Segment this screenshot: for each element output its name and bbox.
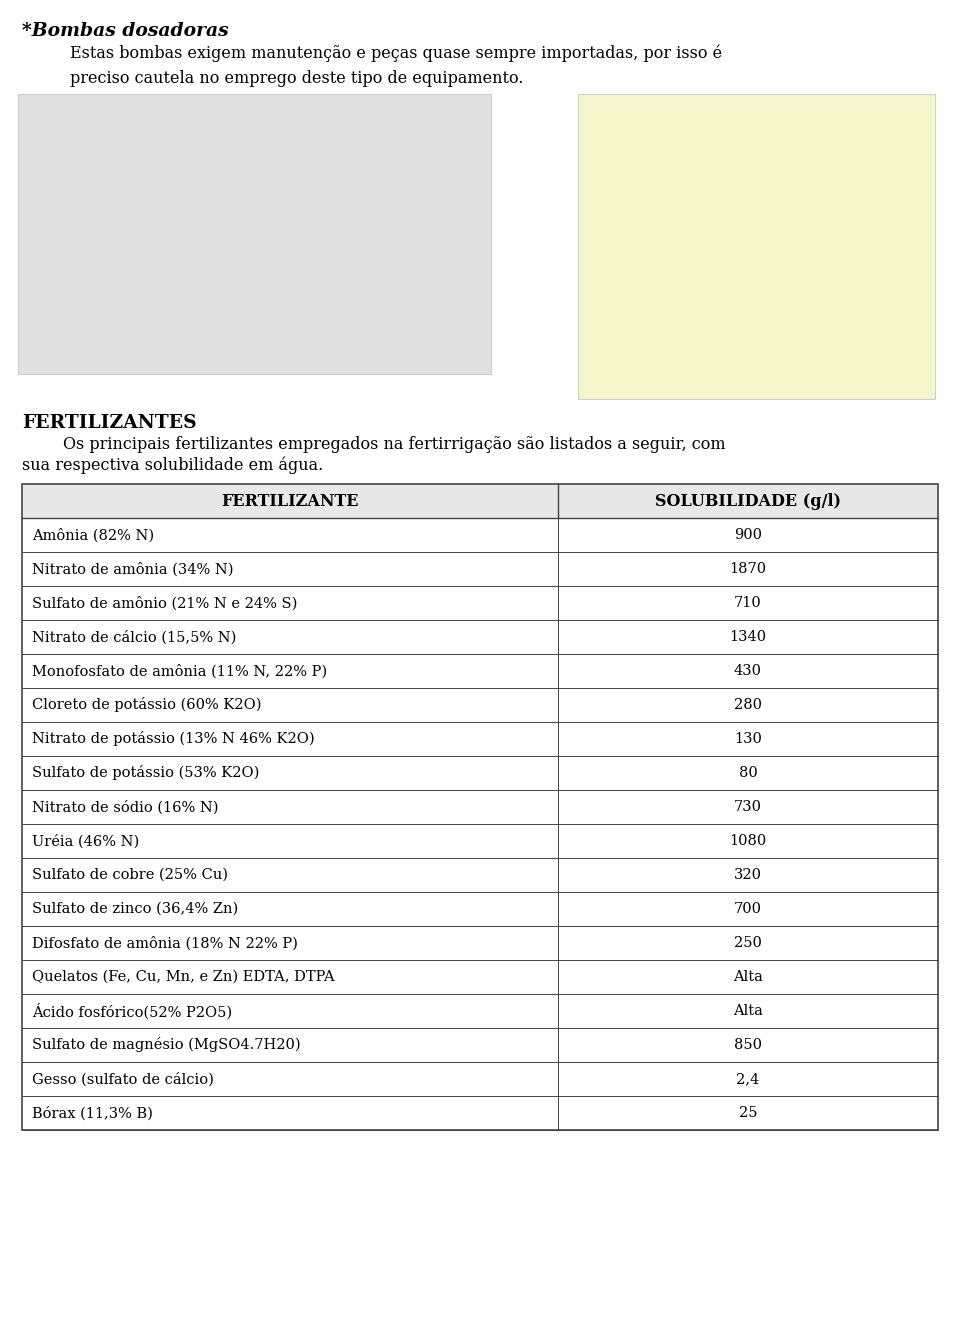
Bar	[22, 484, 938, 518]
Text: Gesso (sulfato de cálcio): Gesso (sulfato de cálcio)	[32, 1071, 214, 1086]
Text: 710: 710	[734, 595, 762, 610]
Bar	[22, 1062, 938, 1096]
Text: 730: 730	[734, 800, 762, 813]
Text: FERTILIZANTE: FERTILIZANTE	[221, 493, 359, 509]
Bar	[18, 94, 491, 373]
Bar	[22, 1029, 938, 1062]
Text: Os principais fertilizantes empregados na fertirrigação são listados a seguir, c: Os principais fertilizantes empregados n…	[22, 436, 726, 453]
Text: 2,4: 2,4	[736, 1073, 759, 1086]
Text: Sulfato de cobre (25% Cu): Sulfato de cobre (25% Cu)	[32, 868, 228, 882]
Text: FERTILIZANTES: FERTILIZANTES	[22, 415, 197, 432]
Text: Bórax (11,3% B): Bórax (11,3% B)	[32, 1106, 153, 1120]
Text: 280: 280	[734, 698, 762, 712]
Bar	[22, 994, 938, 1029]
Text: Alta: Alta	[733, 1003, 763, 1018]
Text: 700: 700	[734, 902, 762, 916]
Text: *Bombas dosadoras: *Bombas dosadoras	[22, 23, 228, 40]
Bar	[22, 859, 938, 892]
Bar	[22, 789, 938, 824]
Text: Sulfato de amônio (21% N e 24% S): Sulfato de amônio (21% N e 24% S)	[32, 595, 298, 610]
Text: Nitrato de amônia (34% N): Nitrato de amônia (34% N)	[32, 562, 233, 577]
Text: Amônia (82% N): Amônia (82% N)	[32, 528, 155, 542]
Bar	[22, 586, 938, 621]
Text: 320: 320	[734, 868, 762, 882]
Text: Cloreto de potássio (60% K2O): Cloreto de potássio (60% K2O)	[32, 698, 261, 712]
Text: Uréia (46% N): Uréia (46% N)	[32, 833, 139, 848]
Text: Difosfato de amônia (18% N 22% P): Difosfato de amônia (18% N 22% P)	[32, 936, 298, 950]
Text: 80: 80	[738, 766, 757, 780]
Bar	[22, 654, 938, 688]
Bar	[22, 1096, 938, 1130]
Text: Alta: Alta	[733, 970, 763, 983]
Text: 130: 130	[734, 732, 762, 746]
Text: Monofosfato de amônia (11% N, 22% P): Monofosfato de amônia (11% N, 22% P)	[32, 663, 327, 678]
Text: SOLUBILIDADE (g/l): SOLUBILIDADE (g/l)	[655, 493, 841, 509]
Text: 430: 430	[734, 664, 762, 678]
Text: 1870: 1870	[730, 562, 766, 575]
Text: Nitrato de potássio (13% N 46% K2O): Nitrato de potássio (13% N 46% K2O)	[32, 731, 315, 747]
Text: Estas bombas exigem manutenção e peças quase sempre importadas, por isso é
preci: Estas bombas exigem manutenção e peças q…	[70, 44, 722, 86]
Bar	[22, 926, 938, 960]
Bar	[22, 960, 938, 994]
Text: Nitrato de cálcio (15,5% N): Nitrato de cálcio (15,5% N)	[32, 630, 236, 645]
Text: 1340: 1340	[730, 630, 766, 645]
Text: 250: 250	[734, 936, 762, 950]
Text: sua respectiva solubilidade em água.: sua respectiva solubilidade em água.	[22, 456, 324, 473]
Bar	[22, 824, 938, 859]
Bar	[22, 722, 938, 756]
Text: Sulfato de zinco (36,4% Zn): Sulfato de zinco (36,4% Zn)	[32, 902, 238, 916]
Bar	[22, 892, 938, 926]
Text: Sulfato de magnésio (MgSO4.7H20): Sulfato de magnésio (MgSO4.7H20)	[32, 1038, 300, 1053]
Bar	[22, 518, 938, 552]
Text: Sulfato de potássio (53% K2O): Sulfato de potássio (53% K2O)	[32, 766, 259, 780]
Bar	[22, 552, 938, 586]
Bar	[578, 94, 935, 399]
Text: 25: 25	[738, 1106, 757, 1120]
Text: 850: 850	[734, 1038, 762, 1053]
Text: 900: 900	[734, 528, 762, 542]
Text: Quelatos (Fe, Cu, Mn, e Zn) EDTA, DTPA: Quelatos (Fe, Cu, Mn, e Zn) EDTA, DTPA	[32, 970, 335, 983]
Text: 1080: 1080	[730, 835, 766, 848]
Bar	[22, 621, 938, 654]
Text: Nitrato de sódio (16% N): Nitrato de sódio (16% N)	[32, 800, 219, 815]
Bar	[22, 688, 938, 722]
Bar	[22, 484, 938, 1130]
Text: Ácido fosfórico(52% P2O5): Ácido fosfórico(52% P2O5)	[32, 1003, 232, 1019]
Bar	[22, 756, 938, 789]
